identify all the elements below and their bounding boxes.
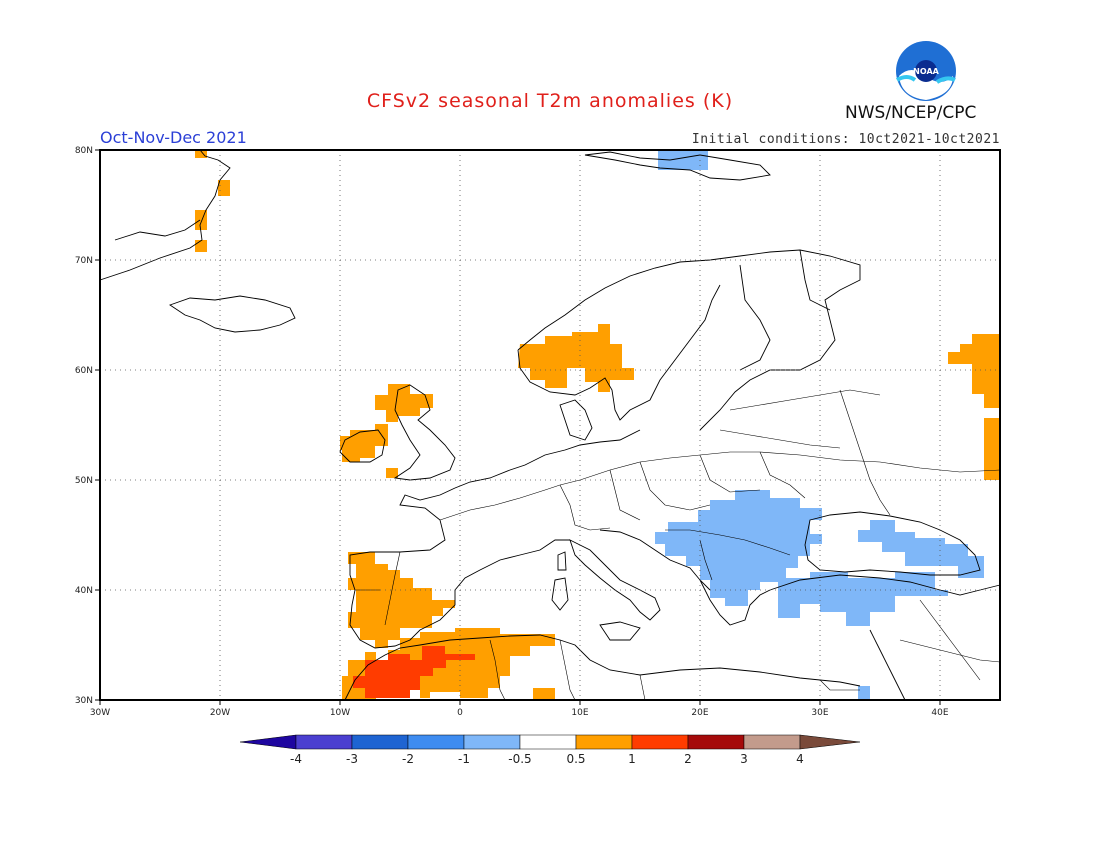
colorbar-label: 3 [740,752,748,766]
colorbar-arrow-right [799,734,861,750]
y-tick-label: 40N [75,586,93,596]
colorbar-box [463,734,521,750]
region-north-africa [388,628,555,698]
region-scotland [375,384,433,422]
x-tick-label: 30E [811,708,828,718]
initial-conditions-label: Initial conditions: 10ct2021-10ct2021 [691,132,1000,147]
x-tick-label: 30W [90,708,110,718]
region-greenland-2 [218,180,230,196]
region-east-edge [948,334,1000,408]
region-greenland-4 [195,240,207,252]
colorbar: -4 -3 -2 -1 -0.5 0.5 1 2 3 4 [239,734,861,766]
region-greenland-1 [195,150,207,158]
x-tick-label: 0 [457,708,463,718]
colorbar-label: 4 [796,752,804,766]
region-svalbard [658,150,708,170]
region-turkey [778,520,984,626]
region-ireland [340,424,388,462]
colorbar-box [407,734,465,750]
region-channel-patch [386,468,398,478]
region-balkans [655,490,822,606]
region-iberia [348,552,455,648]
y-tick-labels: 30N 40N 50N 60N 70N 80N [75,146,93,706]
anomaly-shading [195,150,1000,700]
colorbar-label: 1 [628,752,636,766]
colorbar-box [687,734,745,750]
colorbar-label: -3 [346,752,358,766]
map-frame [99,149,1001,701]
colorbar-box [351,734,409,750]
region-norway [518,324,634,392]
region-levant-patch [858,686,870,700]
colorbar-label: -1 [458,752,470,766]
colorbar-box [295,734,353,750]
x-tick-label: 10W [330,708,350,718]
y-tick-label: 80N [75,146,93,156]
x-tick-label: 20E [691,708,708,718]
colorbar-box [743,734,801,750]
chart-title: CFSv2 seasonal T2m anomalies (K) [366,90,734,112]
y-tick-label: 50N [75,476,93,486]
axis-ticks [95,149,941,705]
x-tick-label: 40E [931,708,948,718]
colorbar-box [631,734,689,750]
x-tick-label: 10E [571,708,588,718]
region-sahara-patch [533,688,555,700]
colorbar-label: -2 [402,752,414,766]
agency-label: NWS/NCEP/CPC [845,103,977,123]
y-tick-label: 30N [75,696,93,706]
colorbar-label: -4 [290,752,302,766]
y-tick-label: 60N [75,366,93,376]
logo-text: NOAA [913,67,939,76]
x-tick-label: 20W [210,708,230,718]
grid-lines [100,150,1000,700]
period-label: Oct-Nov-Dec 2021 [100,128,247,147]
colorbar-arrow-left [239,734,297,750]
colorbar-label: 2 [684,752,692,766]
region-east-edge-2 [984,418,1000,480]
noaa-logo: NOAA [895,40,957,102]
colorbar-label: -0.5 [508,752,531,766]
y-tick-label: 70N [75,256,93,266]
x-tick-labels: 30W 20W 10W 0 10E 20E 30E 40E [90,708,949,718]
colorbar-box [575,734,633,750]
colorbar-label: 0.5 [566,752,585,766]
colorbar-box [519,734,577,750]
region-morocco-core [353,646,475,698]
